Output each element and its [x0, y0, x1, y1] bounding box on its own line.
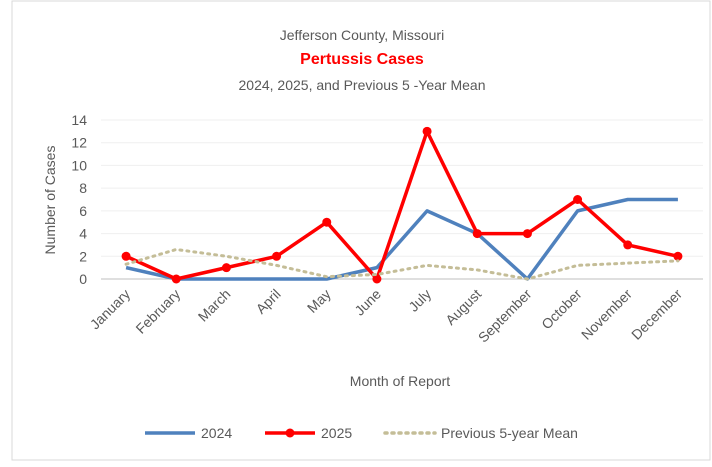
y-tick-label: 2: [79, 248, 87, 264]
series-line: [124, 247, 680, 281]
series-marker: [372, 274, 382, 284]
chart-subtitle-2: 2024, 2025, and Previous 5 -Year Mean: [239, 77, 486, 93]
y-axis-label: Number of Cases: [42, 146, 58, 255]
series-marker: [673, 251, 683, 261]
x-axis-label: Month of Report: [350, 373, 450, 389]
series-marker: [522, 229, 532, 239]
series-marker: [272, 251, 282, 261]
y-tick-label: 8: [79, 180, 87, 196]
chart-frame: [11, 0, 711, 461]
y-tick-label: 6: [79, 203, 87, 219]
y-tick-label: 10: [71, 157, 87, 173]
chart-title: Jefferson County, Missouri: [280, 27, 444, 43]
legend-marker: [285, 428, 295, 438]
series-marker: [221, 263, 231, 273]
series-marker: [472, 229, 482, 239]
legend-label: 2024: [201, 425, 232, 441]
series-marker: [573, 195, 583, 204]
series-marker: [171, 274, 181, 284]
y-tick-label: 4: [79, 226, 87, 242]
y-tick-label: 0: [79, 271, 87, 287]
series-marker: [422, 126, 432, 136]
legend-label: 2025: [321, 425, 352, 441]
y-tick-label: 12: [71, 135, 87, 151]
series-line: [125, 129, 679, 281]
series-marker: [623, 240, 633, 250]
series-marker: [121, 251, 131, 261]
chart-subtitle: Pertussis Cases: [300, 51, 424, 68]
series-marker: [322, 217, 332, 227]
y-tick-label: 14: [71, 112, 87, 128]
legend-label: Previous 5-year Mean: [441, 425, 578, 441]
